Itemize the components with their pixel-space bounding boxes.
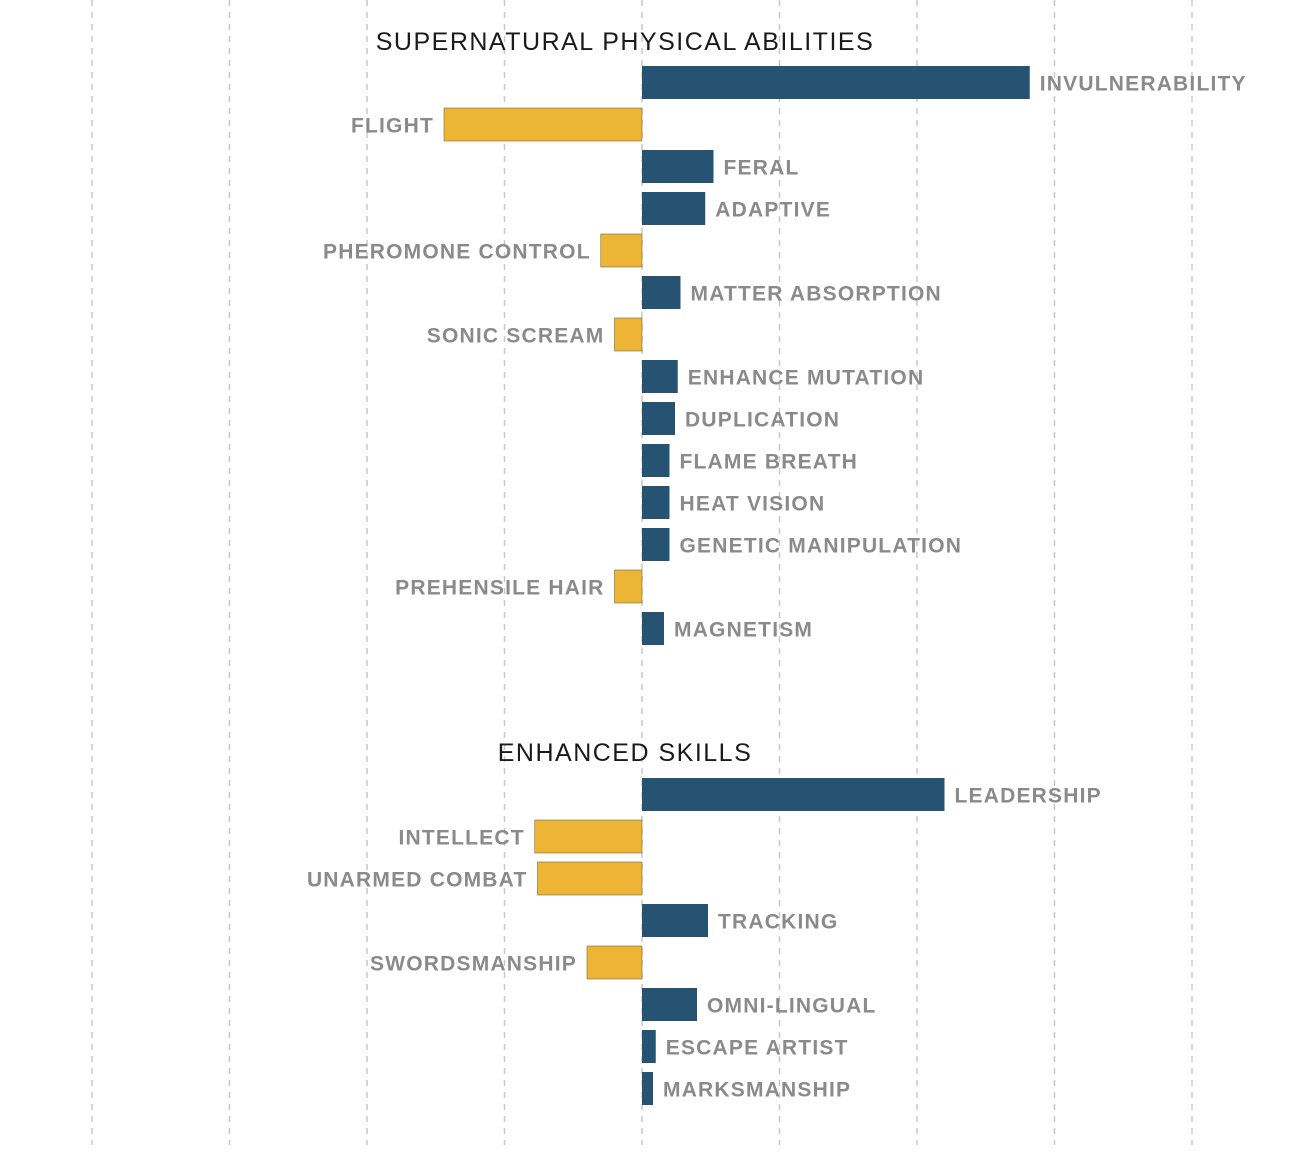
bar-duplication [642,402,675,435]
label-swordsmanship: SWORDSMANSHIP [370,953,577,976]
label-flame-breath: FLAME BREATH [680,451,859,474]
section-title: SUPERNATURAL PHYSICAL ABILITIES [376,28,875,56]
label-invulnerability: INVULNERABILITY [1040,73,1247,96]
bar-flame-breath [642,444,670,477]
bar-leadership [642,778,945,811]
bar-invulnerability [642,66,1030,99]
bar-enhance-mutation [642,360,678,393]
bar-unarmed-combat [537,861,643,896]
bar-prehensile-hair [614,569,643,604]
bars [443,66,1030,1105]
bar-matter-absorption [642,276,681,309]
label-adaptive: ADAPTIVE [715,199,831,222]
bar-pheromone-control [600,233,643,268]
bar-marksmanship [642,1072,653,1105]
bar-omni-lingual [642,988,697,1021]
label-omni-lingual: OMNI-LINGUAL [707,995,877,1018]
bar-swordsmanship [586,945,643,980]
section-title: ENHANCED SKILLS [498,739,753,767]
label-genetic-manipulation: GENETIC MANIPULATION [680,535,963,558]
label-feral: FERAL [724,157,800,180]
bar-tracking [642,904,708,937]
label-marksmanship: MARKSMANSHIP [663,1079,851,1102]
bar-feral [642,150,714,183]
bar-sonic-scream [614,317,643,352]
label-flight: FLIGHT [351,115,434,138]
label-heat-vision: HEAT VISION [680,493,826,516]
bar-heat-vision [642,486,670,519]
bar-escape-artist [642,1030,656,1063]
bar-intellect [534,819,643,854]
label-unarmed-combat: UNARMED COMBAT [307,869,528,892]
labels: SUPERNATURAL PHYSICAL ABILITIES INVULNERA… [307,28,1247,1102]
label-sonic-scream: SONIC SCREAM [427,325,605,348]
label-duplication: DUPLICATION [685,409,840,432]
bar-genetic-manipulation [642,528,670,561]
label-escape-artist: ESCAPE ARTIST [666,1037,849,1060]
bar-adaptive [642,192,706,225]
bar-magnetism [642,612,664,645]
label-prehensile-hair: PREHENSILE HAIR [395,577,604,600]
label-tracking: TRACKING [718,911,838,934]
label-enhance-mutation: ENHANCE MUTATION [688,367,925,390]
label-magnetism: MAGNETISM [674,619,813,642]
label-matter-absorption: MATTER ABSORPTION [691,283,942,306]
bar-flight [443,107,643,142]
label-leadership: LEADERSHIP [955,785,1102,808]
label-pheromone-control: PHEROMONE CONTROL [323,241,591,264]
label-intellect: INTELLECT [398,827,524,850]
